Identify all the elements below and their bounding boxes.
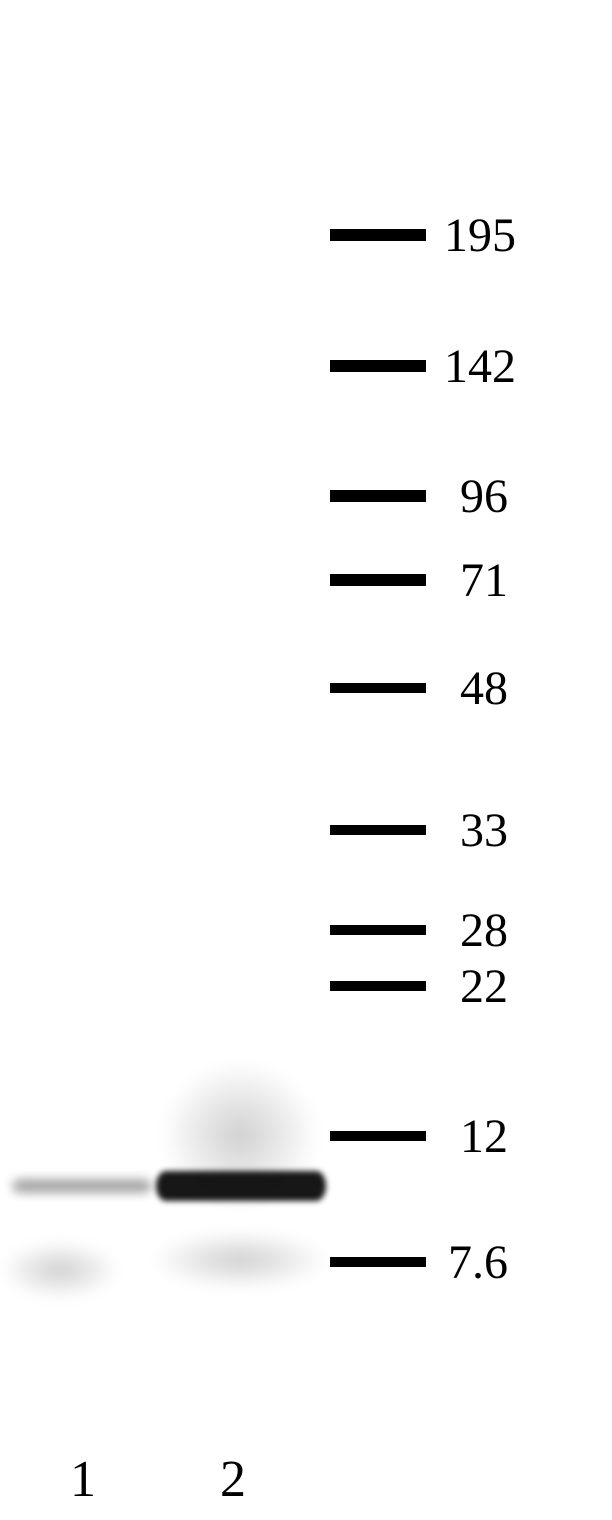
blot-figure: 195142967148332822127.612 [0,0,612,1520]
mw-marker-tick [330,490,426,502]
blot-smear [0,1240,120,1300]
lane-label: 2 [220,1450,246,1509]
blot-band [12,1179,152,1193]
mw-marker-tick [330,360,426,372]
mw-marker-label: 12 [460,1109,508,1164]
mw-marker-label: 48 [460,661,508,716]
mw-marker-label: 22 [460,959,508,1014]
mw-marker-tick [330,925,426,935]
blot-smear [150,1230,330,1290]
mw-marker-label: 142 [444,339,516,394]
lane-label: 1 [70,1450,96,1509]
mw-marker-tick [330,229,426,241]
mw-marker-tick [330,981,426,991]
mw-marker-label: 195 [444,208,516,263]
mw-marker-label: 28 [460,903,508,958]
mw-marker-label: 7.6 [448,1235,508,1290]
mw-marker-tick [330,1257,426,1267]
mw-marker-tick [330,825,426,835]
blot-band [156,1171,326,1201]
mw-marker-tick [330,1131,426,1141]
mw-marker-tick [330,574,426,586]
mw-marker-label: 96 [460,469,508,524]
mw-marker-label: 33 [460,803,508,858]
mw-marker-tick [330,683,426,693]
mw-marker-label: 71 [460,553,508,608]
blot-canvas: 195142967148332822127.612 [0,0,612,1520]
